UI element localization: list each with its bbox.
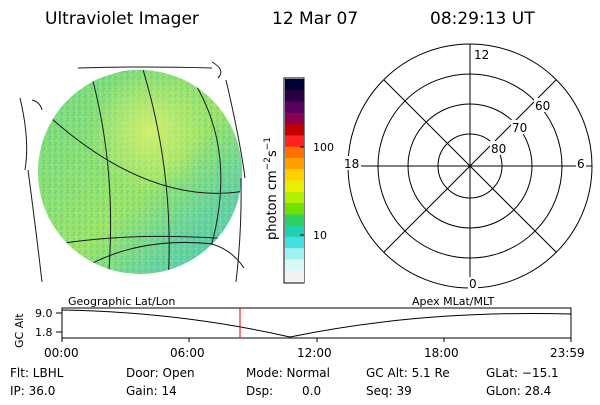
geographic-label: Geographic Lat/Lon (68, 295, 175, 308)
orbit-ytick-bottom: 1.8 (35, 326, 53, 339)
orbit-xtick-0000: 00:00 (44, 346, 79, 360)
colorbar-segment (285, 191, 304, 204)
colorbar-unit-label: photon cm−2s−1 (263, 137, 280, 240)
intensity-colorbar: 100 10 photon cm−2s−1 (263, 77, 334, 284)
polar-diagonal-2 (383, 79, 557, 253)
polar-label-80: 80 (491, 142, 506, 156)
colorbar-segment (285, 101, 304, 114)
info-ip: IP: 36.0 (10, 384, 55, 398)
orbit-ytick-top: 9.0 (35, 307, 53, 320)
info-filter: Flt: LBHL (10, 366, 64, 380)
orbit-plot-frame (61, 307, 572, 339)
geographic-grid-outer (19, 61, 246, 283)
time-label: 08:29:13 UT (430, 9, 535, 29)
colorbar-segment (285, 135, 304, 148)
orbit-xtick-2359: 23:59 (550, 346, 585, 360)
info-gain: Gain: 14 (126, 384, 177, 398)
orbit-altitude-curve (61, 309, 572, 338)
colorbar-segment (285, 146, 304, 159)
polar-label-18: 18 (344, 157, 359, 171)
colorbar-segment (285, 214, 304, 227)
orbit-xtick-1200: 12:00 (297, 346, 332, 360)
colorbar-segment (285, 124, 304, 136)
colorbar-segment (285, 157, 304, 170)
info-dsp-value: 0.0 (302, 384, 321, 398)
polar-label-70: 70 (512, 121, 527, 135)
colorbar-segment (285, 236, 304, 249)
info-door: Door: Open (126, 366, 195, 380)
info-gc-alt: GC Alt: 5.1 Re (366, 366, 450, 380)
colorbar-segment (285, 90, 304, 103)
orbit-ylabel: GC Alt (13, 313, 26, 348)
info-glon: GLon: 28.4 (486, 384, 551, 398)
colorbar-segments (285, 79, 304, 283)
polar-label-6: 6 (577, 157, 585, 171)
orbit-altitude-strip: 9.0 1.8 GC Alt 00:00 06:00 12:00 18:00 2… (13, 307, 585, 360)
polar-label-0: 0 (469, 277, 477, 291)
info-mode: Mode: Normal (246, 366, 330, 380)
apex-label: Apex MLat/MLT (412, 295, 495, 308)
instrument-info-block: Flt: LBHL IP: 36.0 Door: Open Gain: 14 M… (10, 366, 559, 398)
colorbar-tick-100: 100 (313, 141, 334, 154)
info-dsp-label: Dsp: (246, 384, 273, 398)
instrument-title: Ultraviolet Imager (45, 9, 199, 29)
info-glat: GLat: −15.1 (486, 366, 559, 380)
orbit-xtick-0600: 06:00 (170, 346, 205, 360)
colorbar-segment (285, 169, 304, 181)
polar-label-12: 12 (474, 48, 489, 62)
colorbar-segment (285, 180, 304, 193)
colorbar-segment (285, 225, 304, 238)
orbit-xtick-1800: 18:00 (424, 346, 459, 360)
colorbar-segment (285, 203, 304, 215)
colorbar-segment (285, 259, 304, 272)
polar-grid-panel: 12 18 6 0 60 70 80 (343, 43, 593, 291)
uv-image-panel (19, 61, 246, 283)
colorbar-tick-10: 10 (313, 229, 327, 242)
colorbar-segment (285, 270, 304, 283)
colorbar-segment (285, 112, 304, 125)
colorbar-segment (285, 248, 304, 260)
info-seq: Seq: 39 (366, 384, 412, 398)
date-label: 12 Mar 07 (272, 9, 358, 29)
colorbar-segment (285, 79, 304, 91)
polar-label-60: 60 (535, 99, 550, 113)
